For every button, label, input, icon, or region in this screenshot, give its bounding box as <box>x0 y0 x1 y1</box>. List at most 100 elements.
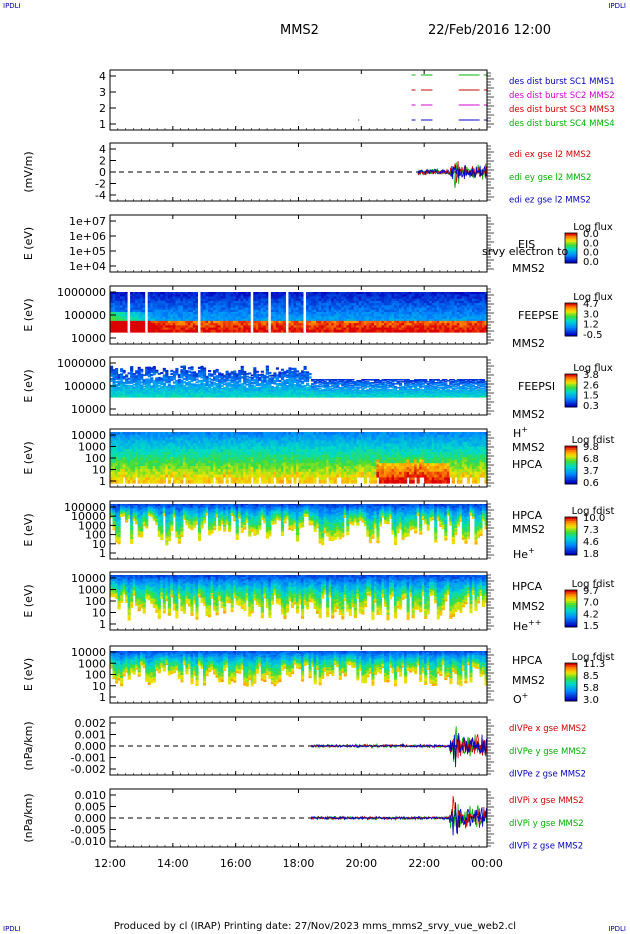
spectrogram-cell <box>316 388 320 390</box>
spectrogram-cell <box>157 378 161 381</box>
spectrogram-cell <box>411 396 415 398</box>
spectrogram-cell <box>145 378 149 381</box>
spectrogram-cell <box>238 391 242 394</box>
spectrogram-cell <box>451 294 455 298</box>
spectrogram-cell <box>336 312 340 315</box>
spectrogram-cell <box>313 305 317 309</box>
spectrogram-cell <box>160 385 164 388</box>
spectrogram-cell <box>130 305 134 309</box>
spectrogram-cell <box>461 303 465 306</box>
spectrogram-cell <box>145 366 149 370</box>
spectrogram-cell <box>409 320 413 324</box>
spectrogram-cell <box>230 300 234 304</box>
colorbar-frame <box>564 302 578 337</box>
spectrogram-cell <box>394 318 398 322</box>
spectrogram-cell <box>258 376 262 379</box>
spectrogram-cell <box>253 385 257 388</box>
spectrogram-cell <box>484 318 488 322</box>
spectrogram-cell <box>273 382 277 385</box>
spectrogram-cell <box>170 375 174 378</box>
spectrogram-cell <box>331 300 335 304</box>
spectrogram-cell <box>293 387 297 390</box>
spectrogram-cell <box>140 375 144 378</box>
spectrogram-cell <box>411 307 415 311</box>
spectrogram-cell <box>466 300 471 304</box>
legend-entry: des dist burst SC2 MMS2 <box>509 91 615 101</box>
spectrogram-cell <box>192 305 197 309</box>
spectrogram-cell <box>328 307 332 311</box>
spectrogram-cell <box>401 395 405 397</box>
spectrogram-cell <box>336 329 340 333</box>
spectrogram-cell <box>152 303 156 306</box>
spectrogram-cell <box>358 294 362 298</box>
spectrogram-cell <box>295 314 300 318</box>
spectrogram-cell <box>248 316 252 320</box>
spectrogram-cell <box>399 391 403 393</box>
spectrogram-cell <box>378 384 383 386</box>
spectrogram-cell <box>466 309 471 313</box>
spectrogram-cell <box>213 389 217 392</box>
spectrogram-cell <box>170 307 174 311</box>
spectrogram-cell <box>429 305 433 309</box>
spectrogram-cell <box>147 371 151 374</box>
spectrogram-cell <box>175 390 179 393</box>
spectrogram-cell <box>326 390 330 392</box>
spectrogram-cell <box>371 386 375 388</box>
spectrogram-cell <box>336 381 340 383</box>
spectrogram-cell <box>404 323 408 326</box>
spectrogram-cell <box>328 391 332 393</box>
spectrogram-cell <box>301 320 305 324</box>
spectrogram-cell <box>283 391 287 394</box>
spectrogram-cell <box>328 309 332 313</box>
spectrogram-cell <box>258 383 262 385</box>
spectrogram-cell <box>170 327 174 331</box>
spectrogram-cell <box>368 320 372 324</box>
spectrogram-cell <box>147 378 151 381</box>
spectrogram-cell <box>202 329 207 333</box>
spectrogram-cell <box>172 325 176 329</box>
spectrogram-cell <box>318 392 322 394</box>
spectrogram-cell <box>190 320 194 324</box>
spectrogram-cell <box>336 292 340 295</box>
spectrogram-cell <box>253 390 257 393</box>
spectrogram-cell <box>160 377 164 380</box>
spectrogram-cell <box>142 327 146 331</box>
spectrogram-cell <box>225 389 229 392</box>
spectrogram-cell <box>351 325 355 329</box>
spectrogram-cell <box>210 395 214 398</box>
spectrogram-cell <box>361 294 365 298</box>
spectrogram-cell <box>243 320 247 324</box>
spectrogram-cell <box>150 380 154 383</box>
spectrogram-cell <box>358 296 362 300</box>
spectrogram-cell <box>341 325 345 329</box>
spectrogram-cell <box>419 300 423 304</box>
spectrogram-cell <box>243 312 247 315</box>
spectrogram-cell <box>306 307 310 311</box>
spectrogram-cell <box>255 294 259 298</box>
spectrogram-cell <box>351 303 355 306</box>
spectrogram-cell <box>205 325 209 329</box>
spectrogram-cell <box>376 381 380 383</box>
spectrogram-cell <box>321 320 325 324</box>
spectrogram-cell <box>192 329 197 333</box>
spectrogram-cell <box>336 323 340 326</box>
spectrogram-cell <box>481 314 486 318</box>
spectrogram-cell <box>162 309 166 313</box>
spectrogram-cell <box>479 318 483 322</box>
spectrogram-cell <box>318 395 322 397</box>
spectrogram-cell <box>401 391 405 393</box>
spectrogram-cell <box>396 392 400 394</box>
spectrogram-cell <box>295 294 300 298</box>
spectrogram-cell <box>130 378 134 381</box>
spectrogram-cell <box>318 298 322 302</box>
spectrogram-cell <box>353 318 357 322</box>
spectrogram-cell <box>132 378 136 381</box>
spectrogram-cell <box>346 396 350 398</box>
legend-entry: des dist burst SC3 MMS3 <box>509 105 615 115</box>
spectrogram-cell <box>230 378 234 381</box>
spectrogram-cell <box>416 327 420 331</box>
spectrogram-cell <box>230 314 234 318</box>
spectrogram-cell <box>376 312 380 315</box>
spectrogram-cell <box>142 316 146 320</box>
spectrogram-cell <box>263 378 267 381</box>
